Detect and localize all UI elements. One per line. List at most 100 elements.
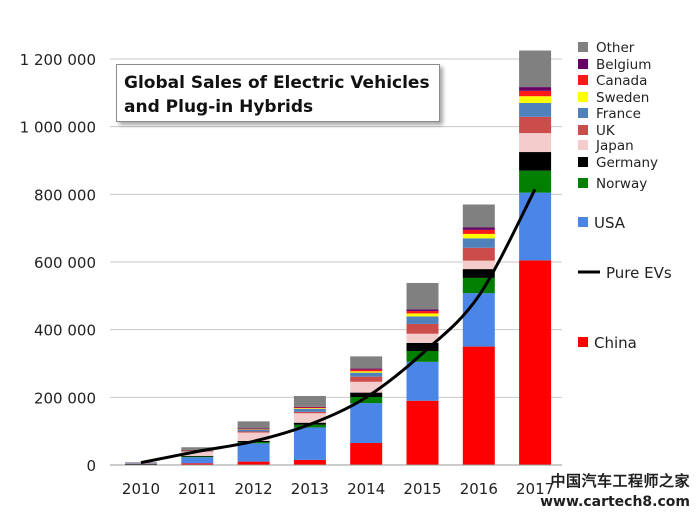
- legend-swatch-canada: [578, 75, 588, 85]
- bar-japan-2013: [293, 413, 326, 423]
- bar-sweden-2014: [350, 371, 383, 373]
- watermark-url: www.cartech8.com: [540, 494, 690, 510]
- bar-china-2013: [293, 459, 326, 465]
- pure-ev-line: [140, 188, 537, 465]
- legend: OtherBelgiumCanadaSwedenFranceUKJapanGer…: [578, 40, 672, 352]
- legend-label-sweden: Sweden: [596, 90, 649, 106]
- bar-other-2012: [237, 421, 270, 429]
- bar-france-2017: [519, 102, 552, 117]
- axes: 0 200 000 400 000 600 000 800 000 1 000 000 1 …: [20, 51, 562, 498]
- legend-label-other: Other: [596, 40, 635, 56]
- x-tick-label: 2017: [516, 480, 554, 498]
- bar-usa-2014: [350, 403, 383, 444]
- bar-uk-2017: [519, 116, 552, 134]
- y-tick-label: 0: [86, 457, 96, 475]
- legend-swatch-france: [578, 108, 588, 118]
- bar-uk-2014: [350, 376, 383, 382]
- bar-usa-2013: [293, 427, 326, 460]
- bar-japan-2010: [125, 463, 157, 464]
- bar-china-2017: [519, 260, 552, 465]
- bar-usa-2011: [181, 457, 214, 464]
- legend-swatch-belgium: [578, 59, 588, 69]
- x-tick-label: 2014: [347, 480, 385, 498]
- bar-sweden-2012: [237, 429, 270, 430]
- y-tick-label: 1 200 000: [20, 51, 96, 69]
- bar-usa-2016: [462, 293, 495, 347]
- bar-germany-2016: [462, 269, 495, 278]
- legend-swatch-germany: [578, 157, 588, 167]
- bar-canada-2016: [462, 229, 495, 234]
- watermark-cn: 中国汽车工程师之家: [550, 472, 690, 490]
- bar-china-2015: [406, 400, 439, 465]
- x-tick-label: 2013: [291, 480, 329, 498]
- y-tick-label: 1 000 000: [20, 119, 96, 137]
- legend-label-canada: Canada: [596, 73, 647, 89]
- bar-sweden-2017: [519, 96, 552, 103]
- legend-label-japan: Japan: [595, 138, 634, 154]
- legend-label-france: France: [596, 106, 641, 122]
- bar-usa-2017: [519, 192, 552, 261]
- bar-canada-2012: [237, 428, 270, 430]
- x-tick-label: 2010: [122, 480, 160, 498]
- bar-norway-2015: [406, 350, 439, 362]
- bar-usa-2012: [237, 443, 270, 462]
- legend-label-norway: Norway: [596, 176, 647, 192]
- bar-france-2016: [462, 238, 495, 248]
- bar-canada-2015: [406, 311, 439, 314]
- legend-swatch-norway: [578, 178, 588, 188]
- bar-other-2013: [293, 395, 326, 407]
- bar-norway-2017: [519, 170, 552, 193]
- bar-belgium-2017: [519, 87, 552, 91]
- legend-swatch-uk: [578, 125, 588, 135]
- legend-swatch-china: [578, 337, 588, 347]
- bar-japan-2015: [406, 333, 439, 343]
- bar-belgium-2012: [237, 428, 270, 429]
- legend-swatch-other: [578, 42, 588, 52]
- bar-other-2014: [350, 356, 383, 369]
- legend-label-uk: UK: [596, 123, 616, 139]
- bar-japan-2014: [350, 381, 383, 393]
- bar-sweden-2015: [406, 313, 439, 317]
- pure-ev-line-path: [140, 188, 537, 465]
- x-tick-label: 2011: [178, 480, 216, 498]
- bar-norway-2014: [350, 396, 383, 404]
- bar-france-2012: [237, 429, 270, 432]
- bar-sweden-2013: [293, 408, 326, 409]
- y-tick-label: 400 000: [34, 322, 96, 340]
- bar-canada-2014: [350, 369, 383, 372]
- x-tick-label: 2016: [460, 480, 498, 498]
- bar-germany-2014: [350, 392, 383, 397]
- legend-swatch-japan: [578, 140, 588, 150]
- bar-japan-2016: [462, 260, 495, 270]
- bar-other-2011: [181, 447, 214, 450]
- bar-germany-2011: [181, 455, 214, 457]
- legend-label-belgium: Belgium: [596, 57, 651, 73]
- bar-germany-2010: [125, 463, 157, 465]
- legend-label-china: China: [594, 334, 637, 352]
- x-tick-label: 2012: [235, 480, 273, 498]
- watermark: 中国汽车工程师之家 www.cartech8.com: [540, 470, 700, 518]
- bar-belgium-2013: [293, 406, 326, 408]
- bar-germany-2017: [519, 152, 552, 171]
- legend-label-germany: Germany: [596, 155, 658, 171]
- bar-other-2015: [406, 282, 439, 310]
- legend-swatch-usa: [578, 217, 588, 227]
- chart-title: Global Sales of Electric Vehicles and Pl…: [116, 64, 440, 122]
- bar-france-2015: [406, 316, 439, 324]
- bar-uk-2012: [237, 431, 270, 433]
- bar-uk-2013: [293, 411, 326, 414]
- bar-japan-2012: [237, 432, 270, 441]
- y-tick-label: 800 000: [34, 186, 96, 204]
- bar-other-2016: [462, 204, 495, 228]
- x-tick-label: 2015: [403, 480, 441, 498]
- bar-germany-2015: [406, 342, 439, 351]
- bar-china-2011: [181, 463, 214, 465]
- bar-belgium-2014: [350, 368, 383, 370]
- bar-sweden-2016: [462, 233, 495, 239]
- bar-japan-2011: [181, 451, 214, 456]
- bar-canada-2013: [293, 407, 326, 409]
- bar-france-2014: [350, 372, 383, 377]
- legend-label-pure-evs: Pure EVs: [606, 264, 672, 282]
